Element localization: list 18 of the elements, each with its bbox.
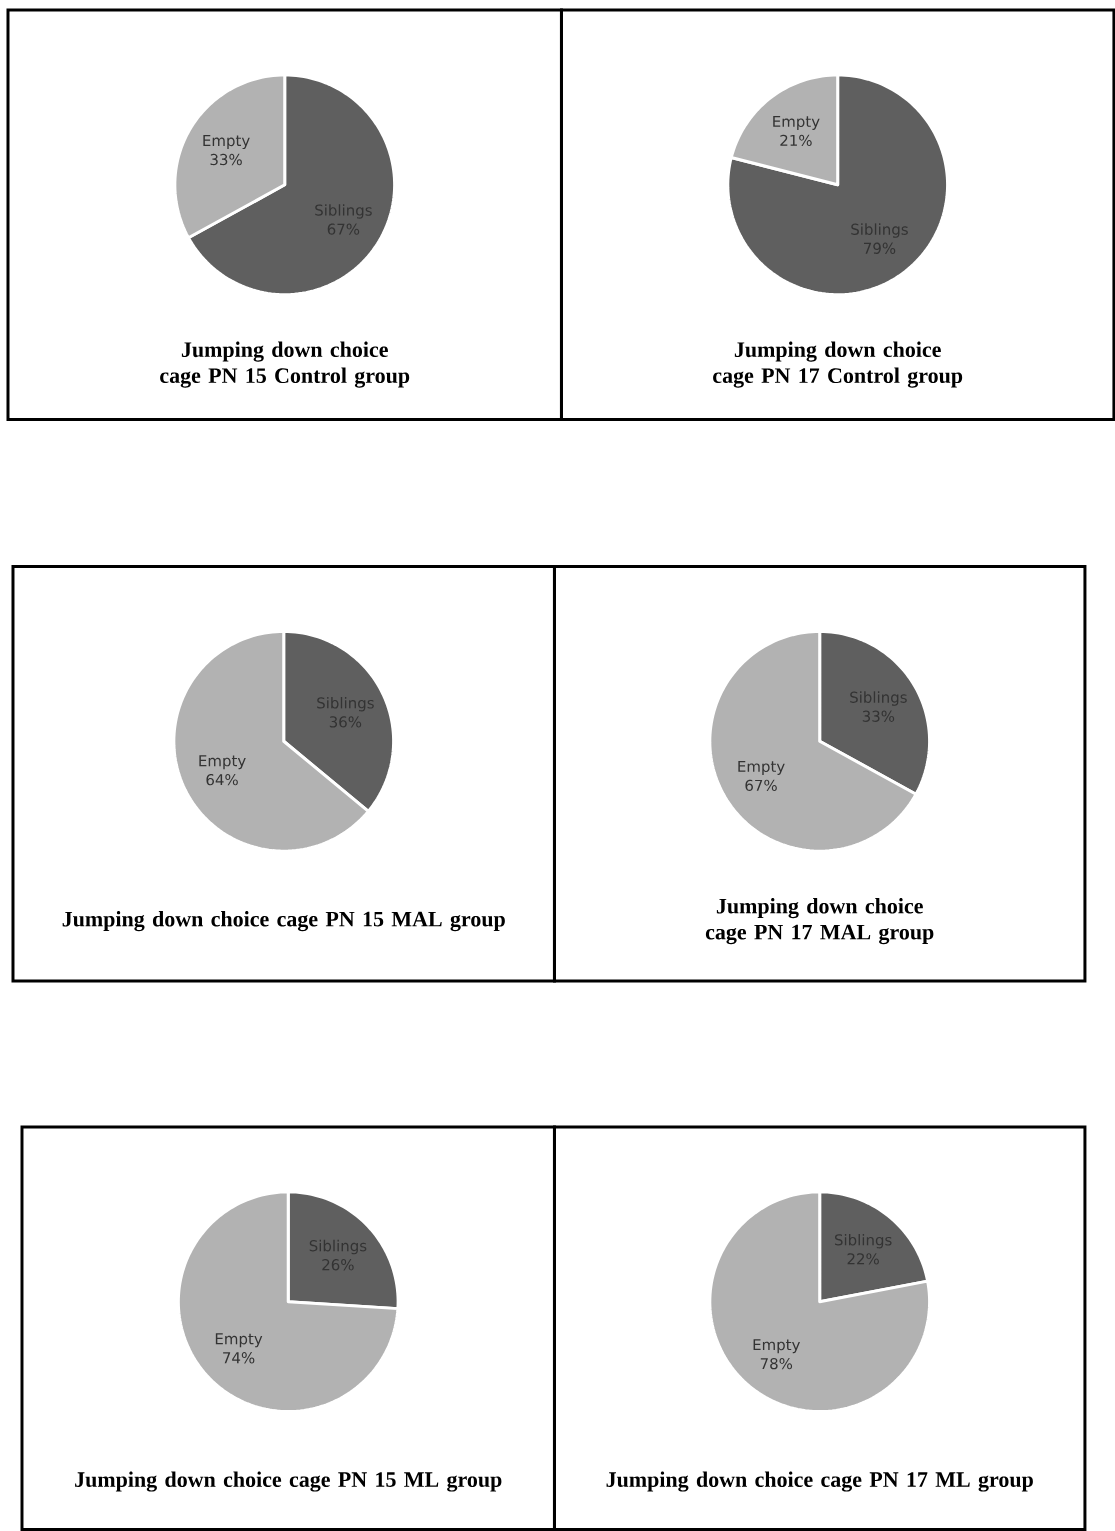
- data-label: 67%: [745, 779, 777, 792]
- slice-label: Empty: [199, 755, 246, 770]
- data-label: 64%: [206, 774, 238, 786]
- text: Jumping down choice cage PN 17 MAL group: [705, 898, 934, 945]
- slice-label: Empty: [738, 760, 785, 775]
- text: Jumping down choice cage PN 17 Control group: [712, 341, 962, 388]
- slice-label: Empty: [753, 1339, 800, 1354]
- slice-label: Empty: [203, 135, 250, 150]
- data-label: 21%: [780, 134, 812, 147]
- text: Jumping down choice cage PN 15 MAL group: [62, 911, 505, 932]
- text: Jumping down choice cage PN 17 ML group: [606, 1471, 1033, 1492]
- text: Jumping down choice cage PN 15 ML group: [74, 1471, 502, 1492]
- data-label: 33%: [210, 153, 242, 166]
- slice-label: Empty: [773, 115, 820, 130]
- data-label: 78%: [760, 1357, 792, 1370]
- data-label: 74%: [222, 1352, 255, 1364]
- slice-label: Empty: [215, 1333, 263, 1348]
- text: Jumping down choice cage PN 15 Control group: [159, 341, 409, 388]
